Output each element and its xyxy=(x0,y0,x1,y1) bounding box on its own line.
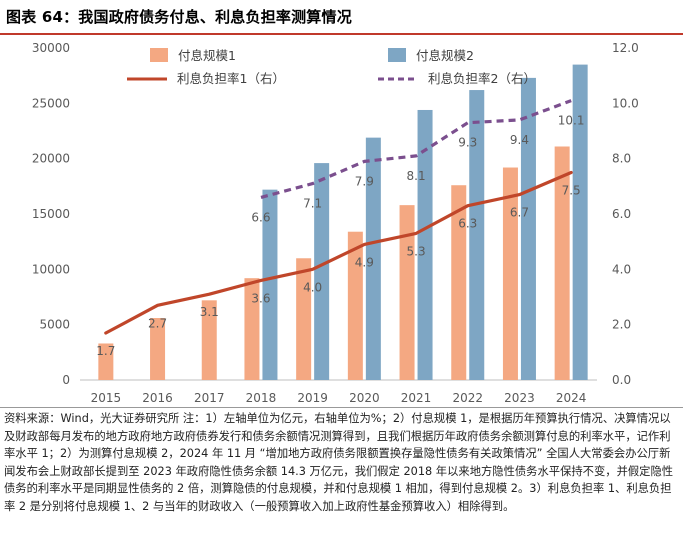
x-tick-label: 2020 xyxy=(349,391,380,405)
y-left-tick-label: 10000 xyxy=(32,262,70,276)
x-tick-label: 2023 xyxy=(504,391,535,405)
source-note: 资料来源：Wind，光大证券研究所 注：1）左轴单位为亿元，右轴单位为%；2）付… xyxy=(4,412,674,513)
line-利息负担率1 xyxy=(104,170,573,335)
y-left-tick-label: 15000 xyxy=(32,207,70,221)
y-left-tick-label: 25000 xyxy=(32,96,70,110)
bar-付息规模1 xyxy=(150,318,166,380)
bar-付息规模1 xyxy=(554,146,570,380)
legend-label: 利息负担率2（右） xyxy=(428,71,536,86)
data-label: 6.6 xyxy=(251,210,270,224)
y-left-tick-label: 0 xyxy=(62,373,70,387)
bar-付息规模2 xyxy=(314,163,330,380)
bar-付息规模1 xyxy=(451,185,467,380)
data-label: 3.6 xyxy=(251,291,270,305)
x-tick-label: 2022 xyxy=(452,391,483,405)
data-label: 9.3 xyxy=(458,136,477,150)
line-利息负担率2 xyxy=(260,99,572,199)
x-tick-label: 2021 xyxy=(401,391,432,405)
data-label: 5.3 xyxy=(407,244,426,258)
legend-label: 利息负担率1（右） xyxy=(177,71,285,86)
bar-付息规模1 xyxy=(244,278,260,380)
y-left-tick-label: 30000 xyxy=(32,41,70,55)
bar-付息规模1 xyxy=(201,300,217,380)
bar-付息规模1 xyxy=(98,343,114,380)
bar-付息规模2 xyxy=(520,77,536,380)
y-right-tick-label: 4.0 xyxy=(612,262,631,276)
bar-付息规模2 xyxy=(469,90,485,380)
bar-付息规模1 xyxy=(347,231,363,380)
legend-swatch xyxy=(388,48,406,62)
data-label: 6.7 xyxy=(510,206,529,220)
y-right-tick-label: 0.0 xyxy=(612,373,631,387)
chart-title: 图表 64：我国政府债务付息、利息负担率测算情况 xyxy=(6,8,352,26)
data-label: 7.1 xyxy=(303,197,322,211)
data-label: 6.3 xyxy=(458,217,477,231)
data-label: 4.0 xyxy=(303,280,322,294)
y-right-tick-label: 12.0 xyxy=(612,41,639,55)
title-rule xyxy=(0,33,683,35)
bar-付息规模1 xyxy=(502,167,518,380)
data-label: 4.9 xyxy=(355,255,374,269)
data-label: 7.5 xyxy=(562,184,581,198)
data-label: 8.1 xyxy=(407,169,426,183)
x-tick-label: 2018 xyxy=(246,391,277,405)
y-right-tick-label: 10.0 xyxy=(612,96,639,110)
bar-付息规模2 xyxy=(262,189,278,380)
note-rule xyxy=(0,407,683,408)
data-label: 3.1 xyxy=(200,305,219,319)
x-tick-label: 2016 xyxy=(142,391,173,405)
y-left-tick-label: 20000 xyxy=(32,152,70,166)
data-label: 9.4 xyxy=(510,133,529,147)
data-label: 1.7 xyxy=(96,344,115,358)
bar-付息规模2 xyxy=(417,109,433,381)
y-left-tick-label: 5000 xyxy=(39,318,70,332)
data-label: 10.1 xyxy=(558,114,585,128)
y-right-tick-label: 8.0 xyxy=(612,152,631,166)
y-right-tick-label: 2.0 xyxy=(612,318,631,332)
legend-swatch xyxy=(150,48,168,62)
bar-付息规模1 xyxy=(296,258,312,380)
chart: 0 5000 10000 15000 20000 25000 30000 0.0 2.0 4.0 6… xyxy=(32,41,639,405)
x-tick-label: 2017 xyxy=(194,391,225,405)
x-tick-label: 2019 xyxy=(297,391,328,405)
data-label: 7.9 xyxy=(355,174,374,188)
legend-label: 付息规模1 xyxy=(178,48,236,63)
x-tick-label: 2015 xyxy=(91,391,122,405)
y-right-tick-label: 6.0 xyxy=(612,207,631,221)
bar-付息规模1 xyxy=(399,205,415,380)
bar-付息规模2 xyxy=(365,137,381,380)
legend-label: 付息规模2 xyxy=(416,48,474,63)
x-tick-label: 2024 xyxy=(556,391,587,405)
bar-付息规模2 xyxy=(572,64,588,380)
data-label: 2.7 xyxy=(148,316,167,330)
